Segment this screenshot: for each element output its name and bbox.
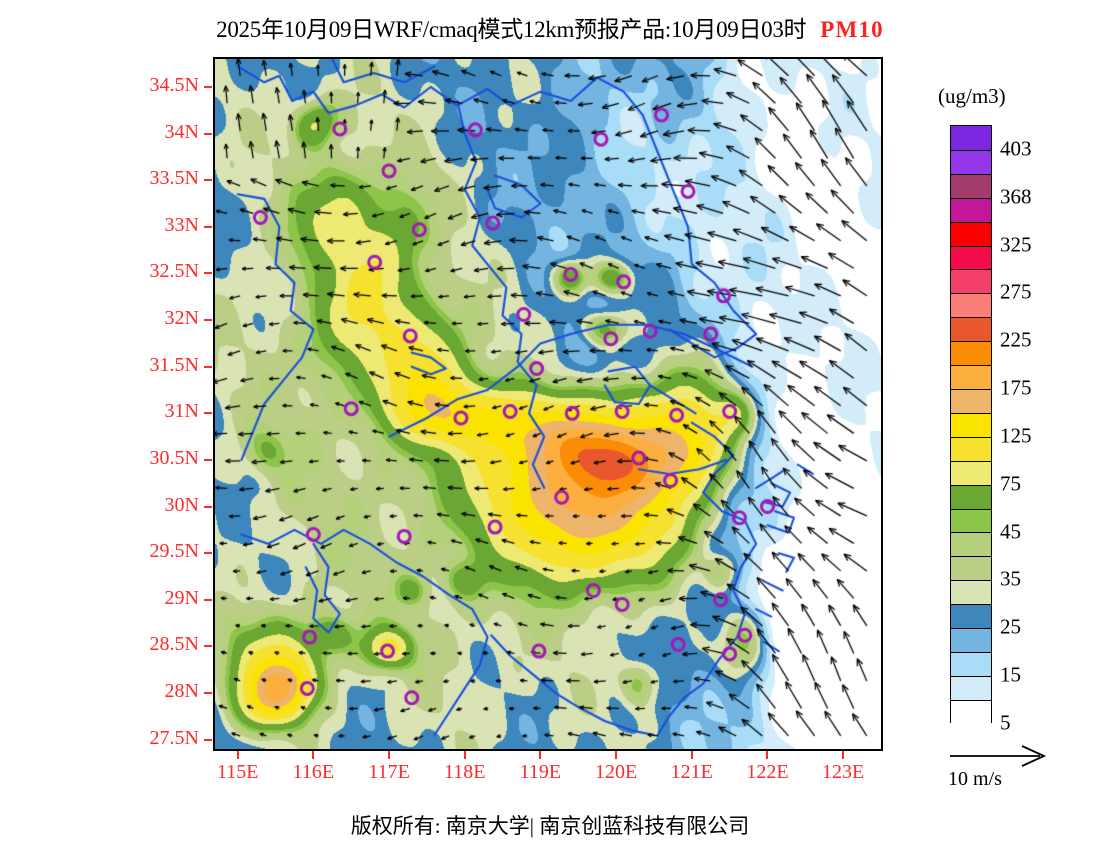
lat-axis-label: 34N [164,120,199,143]
lat-axis-label: 30.5N [149,446,199,469]
lat-tick [204,505,212,508]
colorbar-band [951,126,991,150]
colorbar-tick-label: 15 [1000,662,1021,687]
lon-axis-label: 118E [444,761,486,783]
colorbar-band [951,651,991,676]
lat-axis-label: 32.5N [149,260,199,283]
lat-axis-label: 34.5N [149,73,199,96]
lat-tick [204,412,212,415]
lon-axis-label: 120E [595,761,638,783]
lat-axis-label: 31.5N [149,353,199,376]
lat-axis-label: 28N [164,680,199,703]
page-title: 2025年10月09日WRF/cmaq模式12km预报产品:10月09日03时 P… [0,10,1100,44]
colorbar-tick-label: 225 [1000,327,1032,352]
colorbar-tick-label: 45 [1000,519,1021,544]
colorbar-band [951,197,991,222]
lat-axis-label: 33N [164,213,199,236]
colorbar-band [951,173,991,198]
lon-axis-label: 117E [368,761,410,783]
wind-scale-label: 10 m/s [948,768,1002,790]
colorbar-tick-label: 125 [1000,423,1032,448]
colorbar-band [951,365,991,389]
title-main-text: 2025年10月09日WRF/cmaq模式12km预报产品:10月09日03时 [216,17,807,42]
colorbar-band [951,317,991,342]
lon-tick [690,751,693,759]
lon-tick [388,751,391,759]
lat-tick [204,365,212,368]
lat-tick [204,272,212,275]
colorbar-tick-label: 35 [1000,566,1021,591]
colorbar-band [951,699,991,724]
lon-tick [312,751,315,759]
forecast-map-canvas[interactable] [215,59,881,749]
lon-axis-label: 123E [822,761,865,783]
lat-tick [204,598,212,601]
lon-tick [539,751,542,759]
colorbar-band [951,675,991,700]
colorbar-band [951,221,991,246]
map-plot-area[interactable] [213,57,883,751]
lon-tick [236,751,239,759]
lon-axis-label: 121E [670,761,713,783]
lat-axis-label: 30N [164,493,199,516]
lat-axis-label: 27.5N [149,726,199,749]
colorbar-band [951,628,991,652]
lat-axis-label: 32N [164,307,199,330]
lat-tick [204,458,212,461]
lat-tick [204,132,212,135]
colorbar-band [951,484,991,509]
lat-tick [204,645,212,648]
colorbar-band [951,412,991,437]
lat-tick [204,179,212,182]
lat-tick [204,738,212,741]
colorbar-band [951,604,991,629]
lat-tick [204,319,212,322]
colorbar-band [951,580,991,605]
lat-tick [204,692,212,695]
lat-tick [204,85,212,88]
colorbar-band [951,508,991,533]
lat-axis-label: 29N [164,586,199,609]
colorbar-band [951,245,991,270]
colorbar-units-label: (ug/m3) [938,84,1006,108]
colorbar-tick-label: 368 [1000,184,1032,209]
colorbar-band [951,269,991,294]
colorbar-tick-label: 75 [1000,471,1021,496]
lat-axis-label: 31N [164,400,199,423]
right-arrow-icon [950,745,1047,767]
colorbar-band [951,532,991,557]
colorbar-tick-label: 25 [1000,614,1021,639]
title-species-text: PM10 [820,17,884,42]
lat-tick [204,552,212,555]
lon-axis-label: 119E [519,761,562,783]
lon-axis-label: 122E [746,761,789,783]
colorbar-band [951,149,991,174]
colorbar-band [951,293,991,318]
lon-tick [615,751,618,759]
lon-axis-label: 116E [292,761,335,783]
colorbar[interactable] [950,125,992,724]
wind-scale-legend: 10 m/s [948,745,1088,791]
colorbar-tick-label: 403 [1000,136,1032,161]
lon-tick [842,751,845,759]
colorbar-band [951,388,991,413]
lon-axis-label: 115E [216,761,259,783]
copyright-footer: 版权所有: 南京大学| 南京创蓝科技有限公司 [350,814,750,838]
colorbar-band [951,341,991,366]
lon-tick [766,751,769,759]
colorbar-band [951,460,991,485]
lat-axis-label: 33.5N [149,167,199,190]
colorbar-band [951,556,991,581]
colorbar-tick-label: 325 [1000,232,1032,257]
lon-tick [463,751,466,759]
colorbar-band [951,436,991,461]
colorbar-tick-label: 175 [1000,375,1032,400]
lat-tick [204,225,212,228]
colorbar-tick-label: 275 [1000,279,1032,304]
lat-axis-label: 28.5N [149,633,199,656]
lat-axis-label: 29.5N [149,540,199,563]
colorbar-tick-label: 5 [1000,710,1011,735]
